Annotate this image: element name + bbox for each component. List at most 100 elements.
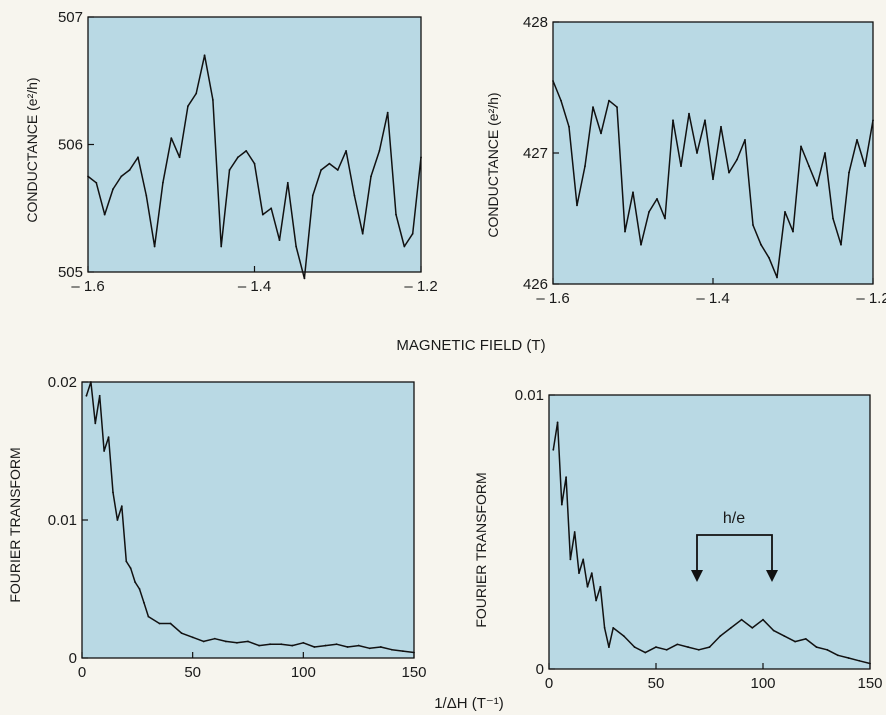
data-point bbox=[313, 646, 316, 648]
data-point bbox=[143, 601, 145, 604]
data-point bbox=[648, 211, 650, 213]
data-point bbox=[858, 659, 861, 662]
data-point bbox=[353, 194, 356, 197]
data-point bbox=[595, 599, 597, 602]
data-point bbox=[107, 436, 110, 439]
data-point bbox=[247, 640, 249, 643]
top-left-ylabel: CONDUCTANCE (e²/h) bbox=[24, 77, 40, 222]
data-point bbox=[816, 184, 818, 187]
data-point bbox=[556, 421, 559, 424]
data-point bbox=[847, 657, 850, 659]
data-point bbox=[420, 156, 422, 159]
data-point bbox=[624, 230, 626, 233]
data-point bbox=[592, 106, 594, 109]
data-point bbox=[804, 637, 807, 640]
data-point bbox=[623, 635, 625, 638]
data-point bbox=[776, 276, 778, 279]
data-point bbox=[808, 165, 810, 168]
data-point bbox=[103, 213, 106, 216]
data-point bbox=[378, 149, 381, 152]
data-point bbox=[311, 194, 314, 197]
data-point bbox=[147, 615, 150, 618]
data-point bbox=[370, 175, 372, 178]
data-point bbox=[665, 648, 668, 651]
x-tick-label: 0 bbox=[78, 664, 86, 681]
data-point bbox=[633, 646, 636, 648]
data-point bbox=[640, 243, 642, 246]
shared-xlabel-bottom: 1/ΔH (T⁻¹) bbox=[434, 695, 504, 712]
data-point bbox=[236, 641, 238, 644]
data-point bbox=[832, 217, 834, 220]
x-tick-label: 100 bbox=[750, 675, 775, 692]
data-point bbox=[386, 111, 389, 114]
x-tick-label: 0 bbox=[545, 675, 553, 692]
data-point bbox=[560, 99, 562, 102]
data-point bbox=[568, 125, 570, 128]
data-point bbox=[736, 158, 738, 161]
data-point bbox=[824, 152, 826, 154]
data-point bbox=[569, 558, 572, 561]
data-point bbox=[153, 245, 156, 248]
data-point bbox=[603, 627, 606, 629]
data-point bbox=[783, 635, 786, 638]
plot-area bbox=[548, 394, 871, 670]
data-point bbox=[170, 137, 173, 140]
data-point bbox=[158, 622, 161, 625]
data-point bbox=[116, 519, 119, 521]
data-point bbox=[664, 217, 666, 220]
data-point bbox=[138, 588, 141, 590]
data-point bbox=[236, 156, 239, 159]
data-point bbox=[552, 80, 554, 82]
data-point bbox=[411, 232, 414, 235]
data-point bbox=[552, 448, 555, 451]
data-point bbox=[128, 169, 131, 171]
data-point bbox=[357, 644, 360, 647]
data-point bbox=[87, 175, 89, 178]
data-point bbox=[320, 169, 322, 171]
data-point bbox=[697, 648, 700, 651]
bottom-left-ylabel: FOURIER TRANSFORM bbox=[7, 447, 23, 602]
data-point bbox=[815, 646, 818, 648]
data-point bbox=[270, 207, 273, 210]
data-point bbox=[696, 152, 698, 154]
data-point bbox=[112, 188, 114, 191]
data-point bbox=[612, 627, 615, 629]
data-point bbox=[379, 646, 382, 648]
data-point bbox=[291, 644, 294, 647]
data-point bbox=[616, 106, 618, 109]
data-point bbox=[751, 627, 754, 629]
data-point bbox=[280, 643, 283, 646]
y-tick-label: 428 bbox=[523, 14, 548, 31]
data-point bbox=[145, 194, 148, 197]
panel-top-right: 426 427 428 – 1.6 – 1.4 – 1.2 bbox=[523, 14, 886, 307]
panel-bottom-left: 0 0.01 0.02 0 50 100 150 bbox=[48, 374, 427, 681]
data-point bbox=[295, 245, 298, 248]
data-point bbox=[576, 204, 578, 207]
y-tick-label: 507 bbox=[58, 9, 83, 26]
data-point bbox=[390, 648, 393, 651]
data-point bbox=[253, 162, 256, 165]
data-point bbox=[403, 245, 406, 248]
data-point bbox=[794, 640, 796, 643]
data-point bbox=[203, 54, 206, 57]
data-point bbox=[856, 139, 858, 141]
data-point bbox=[688, 112, 690, 115]
data-point bbox=[103, 450, 106, 452]
data-point bbox=[608, 646, 610, 648]
data-point bbox=[120, 175, 123, 178]
data-point bbox=[656, 197, 658, 200]
data-point bbox=[395, 213, 397, 216]
x-tick-label: – 1.4 bbox=[696, 290, 729, 307]
data-point bbox=[676, 643, 679, 646]
y-tick-label: 0.01 bbox=[48, 512, 77, 529]
data-point bbox=[864, 165, 866, 168]
data-point bbox=[730, 627, 732, 629]
y-tick-label: 506 bbox=[58, 137, 83, 154]
data-point bbox=[335, 643, 338, 646]
plot-area bbox=[81, 381, 415, 659]
data-point bbox=[728, 171, 730, 174]
data-point bbox=[608, 99, 610, 102]
data-point bbox=[687, 646, 689, 648]
annotation-arrow-right bbox=[766, 570, 778, 582]
plot-area bbox=[87, 16, 422, 273]
